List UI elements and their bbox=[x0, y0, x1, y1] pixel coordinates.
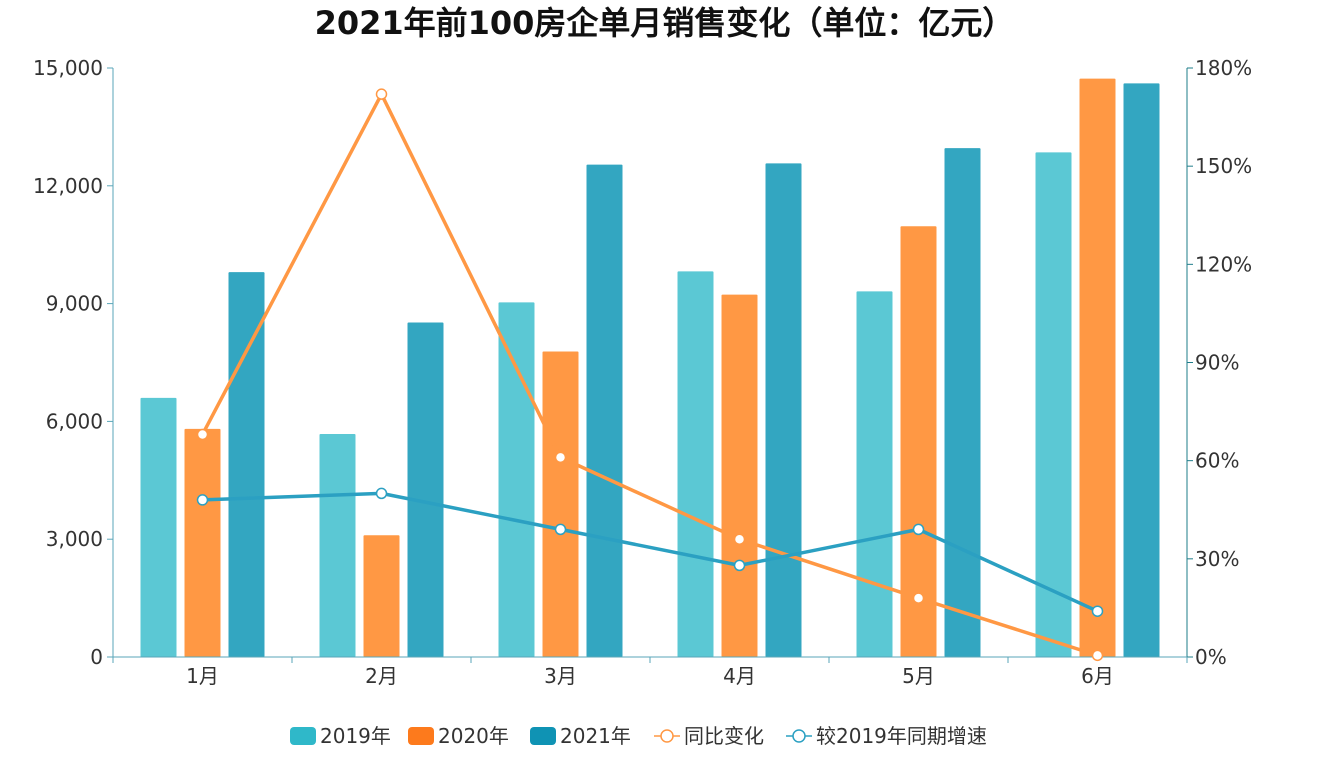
point-较2019年同期增速-1月 bbox=[196, 494, 209, 506]
point-较2019年同期增速-2月 bbox=[375, 487, 388, 500]
point-同比变化-4月 bbox=[733, 533, 746, 545]
bar-2020年-4月 bbox=[721, 294, 758, 657]
point-同比变化-2月 bbox=[375, 88, 388, 100]
legend-marker-较2019年同期增速 bbox=[792, 729, 806, 743]
bar-2019年-3月 bbox=[498, 302, 535, 657]
left-tick-label: 0 bbox=[90, 645, 103, 669]
bar-2020年-1月 bbox=[184, 428, 221, 657]
point-同比变化-6月 bbox=[1091, 649, 1104, 662]
bar-2021年-2月 bbox=[407, 322, 444, 657]
legend-swatch-2020年 bbox=[408, 727, 434, 745]
left-tick-label: 9,000 bbox=[46, 292, 103, 316]
x-tick-label: 6月 bbox=[1081, 664, 1114, 688]
point-较2019年同期增速-5月 bbox=[912, 523, 925, 536]
legend-label-同比变化: 同比变化 bbox=[684, 724, 764, 748]
left-tick-label: 15,000 bbox=[33, 56, 103, 80]
bar-2020年-6月 bbox=[1079, 78, 1116, 658]
bar-2019年-1月 bbox=[140, 397, 177, 657]
chart-title: 2021年前100房企单月销售变化（单位：亿元） bbox=[314, 4, 1015, 42]
bar-2020年-3月 bbox=[542, 351, 579, 657]
line-较2019年同期增速 bbox=[202, 491, 1099, 613]
legend: 2019年 2020年 2021年 同比变化 较2019年同期增速 bbox=[290, 724, 987, 748]
bar-2021年-4月 bbox=[765, 163, 802, 657]
right-tick-label: 30% bbox=[1195, 547, 1239, 571]
left-tick-label: 6,000 bbox=[46, 409, 103, 433]
bar-2021年-5月 bbox=[944, 148, 981, 657]
x-tick-label: 4月 bbox=[723, 664, 756, 688]
point-同比变化-5月 bbox=[912, 592, 925, 604]
right-tick-label: 180% bbox=[1195, 56, 1252, 80]
left-tick-label: 3,000 bbox=[46, 527, 103, 551]
right-tick-label: 90% bbox=[1195, 351, 1239, 375]
legend-label-2020年: 2020年 bbox=[438, 724, 509, 748]
bar-2021年-6月 bbox=[1123, 83, 1160, 657]
point-较2019年同期增速-3月 bbox=[554, 523, 567, 536]
bar-2019年-5月 bbox=[856, 291, 893, 657]
point-较2019年同期增速-6月 bbox=[1091, 605, 1104, 617]
right-tick-label: 0% bbox=[1195, 645, 1227, 669]
left-tick-label: 12,000 bbox=[33, 174, 103, 198]
bar-2019年-6月 bbox=[1035, 152, 1072, 657]
bar-2019年-4月 bbox=[677, 271, 714, 657]
legend-label-较2019年同期增速: 较2019年同期增速 bbox=[816, 724, 987, 748]
legend-label-2021年: 2021年 bbox=[560, 724, 631, 748]
legend-marker-同比变化 bbox=[660, 729, 674, 743]
right-tick-label: 120% bbox=[1195, 252, 1252, 276]
line-同比变化 bbox=[200, 92, 1099, 658]
bar-2020年-5月 bbox=[900, 226, 937, 657]
lines-layer bbox=[196, 88, 1104, 662]
x-tick-label: 3月 bbox=[544, 664, 577, 688]
legend-swatch-2021年 bbox=[530, 727, 556, 745]
bar-2021年-3月 bbox=[586, 164, 623, 657]
legend-swatch-2019年 bbox=[290, 727, 316, 745]
legend-label-2019年: 2019年 bbox=[320, 724, 391, 748]
point-较2019年同期增速-4月 bbox=[733, 559, 746, 572]
axes-layer: 0 3,000 6,000 9,000 12,000 15,000 0% 30% 60% 90% 1… bbox=[33, 56, 1252, 688]
x-tick-label: 5月 bbox=[902, 664, 935, 688]
bars-layer bbox=[140, 78, 1160, 658]
right-tick-label: 150% bbox=[1195, 154, 1252, 178]
bar-2019年-2月 bbox=[319, 433, 356, 657]
bar-2020年-2月 bbox=[363, 535, 400, 657]
point-同比变化-1月 bbox=[196, 428, 209, 441]
x-tick-label: 2月 bbox=[365, 664, 398, 688]
right-tick-label: 60% bbox=[1195, 449, 1239, 473]
x-tick-label: 1月 bbox=[186, 664, 219, 688]
point-同比变化-3月 bbox=[554, 451, 567, 464]
